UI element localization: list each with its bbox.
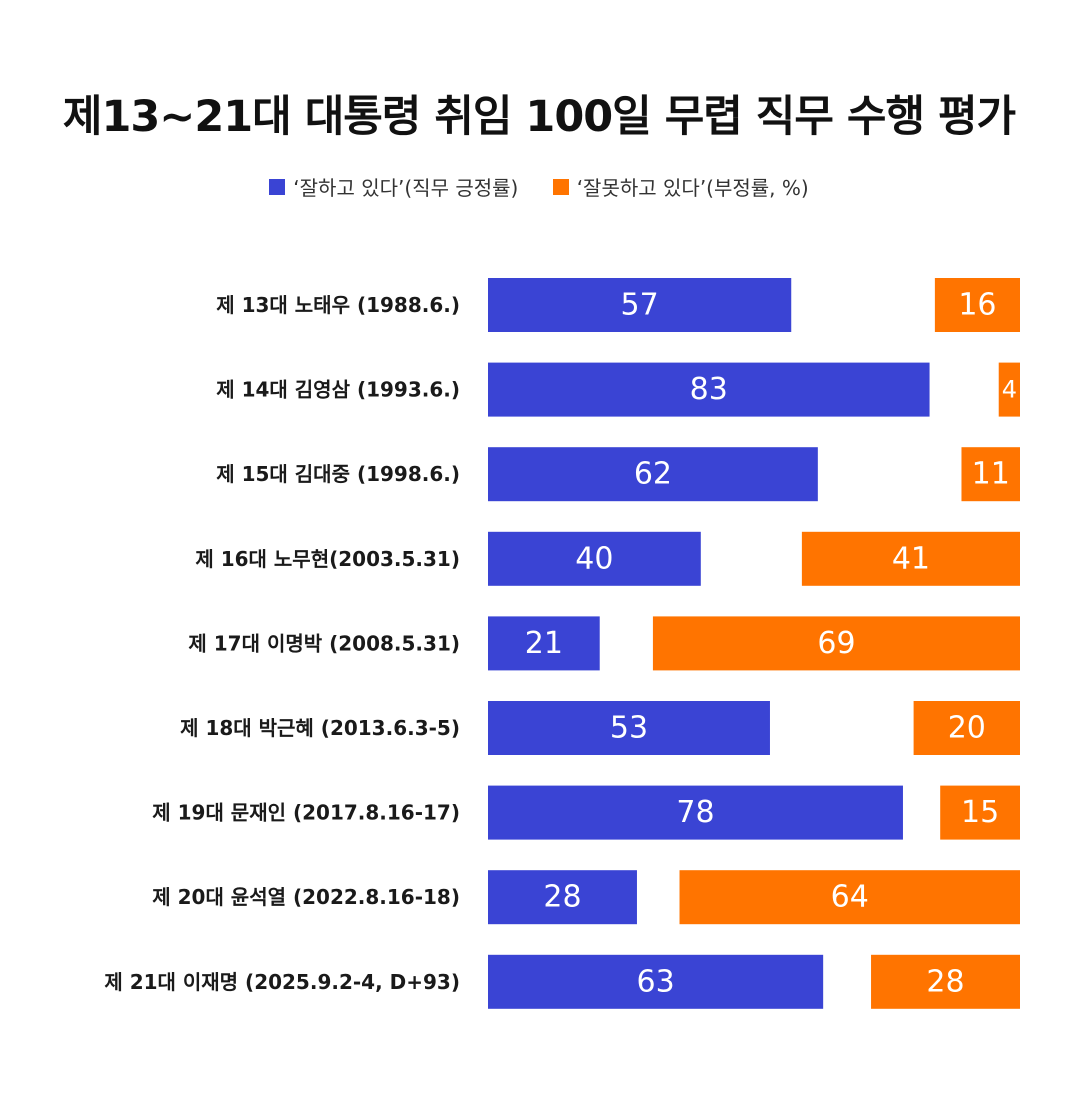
negative-value-label: 20: [948, 711, 986, 746]
category-label: 제 13대 노태우 (1988.6.): [216, 293, 460, 317]
legend-item-negative: ‘잘못하고 있다’(부정률, %): [552, 172, 809, 201]
positive-bar: [488, 531, 701, 586]
negative-value-label: 64: [831, 880, 869, 915]
negative-bar: [871, 954, 1020, 1009]
positive-value-label: 53: [610, 711, 648, 746]
negative-bar: [679, 870, 1020, 925]
category-label: 제 18대 박근혜 (2013.6.3-5): [180, 716, 460, 740]
negative-bar: [652, 616, 1020, 671]
legend-label-negative: ‘잘못하고 있다’(부정률, %): [576, 176, 809, 200]
negative-value-label: 16: [958, 288, 996, 323]
negative-value-label: 28: [926, 964, 964, 999]
negative-bar: [913, 701, 1020, 755]
category-label: 제 14대 김영삼 (1993.6.): [216, 378, 460, 402]
negative-value-label: 41: [892, 541, 930, 576]
positive-bar: [488, 616, 600, 671]
category-label: 제 19대 문재인 (2017.8.16-17): [152, 801, 460, 825]
negative-bar: [961, 447, 1020, 502]
positive-bar: [488, 447, 818, 502]
positive-bar: [488, 870, 637, 925]
negative-value-label: 69: [817, 626, 855, 661]
positive-bar: [488, 701, 770, 755]
negative-bar: [940, 785, 1020, 840]
positive-value-label: 40: [575, 541, 613, 576]
positive-value-label: 62: [634, 457, 672, 492]
negative-bar: [801, 531, 1020, 586]
category-label: 제 15대 김대중 (1998.6.): [216, 462, 460, 486]
positive-value-label: 21: [525, 626, 563, 661]
negative-value-label: 15: [961, 795, 999, 830]
positive-bar: [488, 362, 930, 417]
legend-swatch-positive: [269, 178, 286, 195]
positive-bar: [488, 954, 824, 1009]
category-label: 제 20대 윤석열 (2022.8.16-18): [152, 885, 460, 909]
positive-value-label: 57: [621, 288, 659, 323]
negative-bar: [934, 278, 1020, 332]
legend-label-positive: ‘잘하고 있다’(직무 긍정률): [293, 176, 519, 200]
positive-bar: [488, 785, 903, 840]
category-label: 제 21대 이재명 (2025.9.2-4, D+93): [104, 970, 460, 994]
legend-swatch-negative: [552, 178, 569, 195]
category-label: 제 16대 노무현(2003.5.31): [195, 547, 460, 571]
chart-title: 제13~21대 대통령 취임 100일 무렵 직무 수행 평가: [62, 92, 1016, 142]
positive-value-label: 28: [543, 880, 581, 915]
positive-bar: [488, 278, 792, 332]
positive-value-label: 78: [676, 795, 714, 830]
legend: ‘잘하고 있다’(직무 긍정률) ‘잘못하고 있다’(부정률, %): [0, 172, 1078, 201]
negative-value-label: 4: [1002, 376, 1017, 404]
legend-item-positive: ‘잘하고 있다’(직무 긍정률): [269, 172, 518, 201]
category-label: 제 17대 이명박 (2008.5.31): [188, 631, 460, 655]
positive-value-label: 63: [636, 964, 674, 999]
positive-value-label: 83: [690, 372, 728, 407]
negative-bar: [998, 362, 1020, 417]
negative-value-label: 11: [972, 457, 1010, 492]
